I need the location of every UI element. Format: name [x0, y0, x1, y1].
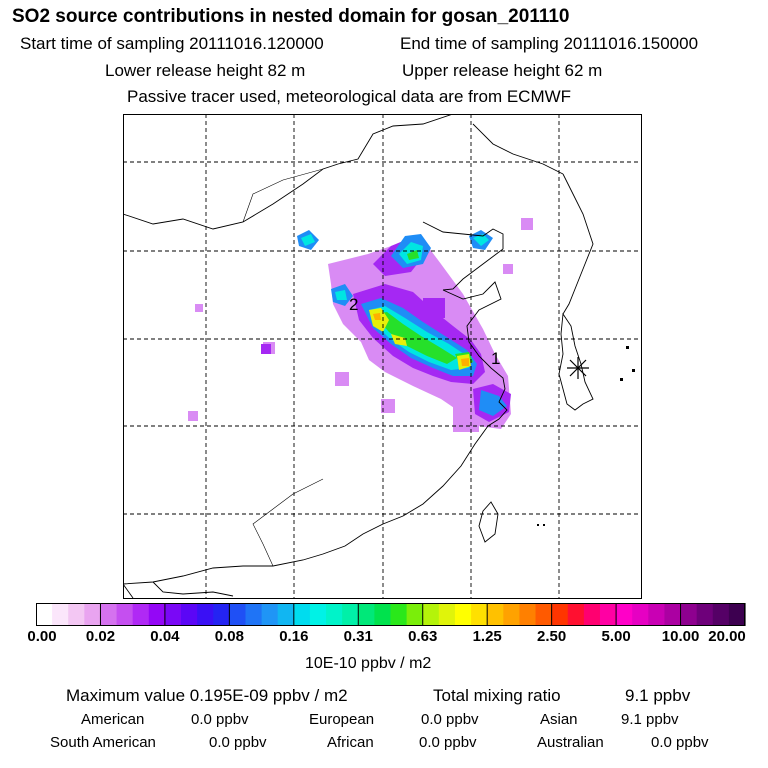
colorbar-swatch	[471, 603, 488, 626]
colorbar	[36, 603, 746, 626]
colorbar-frame	[36, 603, 745, 626]
colorbar-tick-label: 0.02	[85, 628, 116, 645]
colorbar-swatch	[197, 603, 214, 626]
colorbar-swatch	[535, 603, 553, 626]
chart-title: SO2 source contributions in nested domai…	[12, 6, 570, 27]
max-value-label: Maximum value 0.195E-09 ppbv / m2	[66, 686, 348, 705]
colorbar-tick-label: 0.16	[279, 628, 309, 645]
colorbar-swatch	[712, 603, 730, 626]
colorbar-swatch	[487, 603, 504, 626]
colorbar-swatch	[309, 603, 327, 626]
colorbar-swatch	[519, 603, 537, 626]
colorbar-swatch	[599, 603, 617, 626]
colorbar-swatch	[213, 603, 230, 626]
start-time-label: Start time of sampling 20111016.120000	[20, 34, 324, 53]
plume-layer-orange	[373, 313, 469, 366]
colorbar-tick-label: 10.00	[661, 628, 700, 645]
region-african-value: 0.0 ppbv	[419, 734, 477, 751]
colorbar-tick-label: 0.08	[214, 628, 244, 645]
colorbar-swatch	[36, 603, 53, 626]
colorbar-swatches	[36, 603, 746, 626]
region-south-american-name: South American	[50, 734, 156, 751]
colorbar-swatch	[100, 603, 118, 626]
colorbar-swatch	[454, 603, 472, 626]
colorbar-swatch	[326, 603, 343, 626]
colorbar-swatch	[358, 603, 375, 626]
colorbar-swatch	[261, 603, 279, 626]
colorbar-swatch	[342, 603, 359, 626]
colorbar-swatch	[680, 603, 698, 626]
total-mixing-label: Total mixing ratio	[433, 686, 561, 705]
colorbar-swatch	[132, 603, 150, 626]
colorbar-swatch	[728, 603, 746, 626]
colorbar-swatch	[503, 603, 521, 626]
marker-1-label: 1	[491, 349, 500, 368]
colorbar-swatch	[664, 603, 682, 626]
region-australian-value: 0.0 ppbv	[651, 734, 709, 751]
region-european-name: European	[309, 711, 375, 728]
colorbar-swatch	[422, 603, 440, 626]
region-american-value: 0.0 ppbv	[191, 711, 249, 728]
colorbar-tick-label: 2.50	[537, 628, 567, 645]
colorbar-swatch	[229, 603, 247, 626]
colorbar-swatch	[245, 603, 263, 626]
island-marks	[537, 346, 635, 526]
colorbar-swatch	[148, 603, 166, 626]
colorbar-swatch	[438, 603, 456, 626]
colorbar-swatch	[68, 603, 85, 626]
coastlines	[123, 114, 594, 599]
colorbar-tick-label: 1.25	[472, 628, 502, 645]
colorbar-swatch	[181, 603, 198, 626]
colorbar-swatch	[616, 603, 633, 626]
region-australian-name: Australian	[537, 734, 604, 751]
colorbar-swatch	[374, 603, 392, 626]
colorbar-swatch	[164, 603, 182, 626]
grid	[123, 114, 642, 599]
end-time-label: End time of sampling 20111016.150000	[400, 34, 699, 53]
colorbar-swatch	[293, 603, 311, 626]
colorbar-swatch	[390, 603, 408, 626]
colorbar-swatch	[406, 603, 424, 626]
colorbar-tick-label: 20.00	[708, 628, 746, 645]
region-american-name: American	[81, 711, 145, 728]
colorbar-tick-label: 0.04	[150, 628, 180, 645]
colorbar-swatch	[277, 603, 295, 626]
marker-2-label: 2	[349, 295, 358, 314]
region-asian-name: Asian	[540, 711, 578, 728]
upper-release-label: Upper release height 62 m	[402, 61, 603, 80]
colorbar-swatch	[632, 603, 649, 626]
colorbar-ticks	[36, 603, 746, 626]
colorbar-tick-label: 0.63	[408, 628, 438, 645]
colorbar-swatch	[567, 603, 585, 626]
receptor-star-icon	[567, 357, 589, 379]
colorbar-tick-label: 0.31	[343, 628, 373, 645]
colorbar-tick-label: 5.00	[601, 628, 631, 645]
map-plot: 1 2	[123, 114, 642, 599]
total-mixing-value: 9.1 ppbv	[625, 686, 691, 705]
region-african-name: African	[327, 734, 374, 751]
colorbar-tick-label: 0.00	[27, 628, 57, 645]
inland-borders	[242, 168, 324, 567]
colorbar-swatch	[583, 603, 601, 626]
concentration-field	[188, 218, 533, 432]
colorbar-tick-labels: 0.00 0.02 0.04 0.08 0.16 0.31 0.63 1.25 2.50 5.00…	[0, 628, 768, 650]
lower-release-label: Lower release height 82 m	[105, 61, 306, 80]
colorbar-swatch	[116, 603, 134, 626]
region-asian-value: 9.1 ppbv	[621, 711, 679, 728]
colorbar-swatch	[52, 603, 69, 626]
colorbar-swatch	[551, 603, 569, 626]
colorbar-swatch	[84, 603, 102, 626]
region-european-value: 0.0 ppbv	[421, 711, 479, 728]
colorbar-unit: 10E-10 ppbv / m2	[305, 655, 432, 672]
tracer-note: Passive tracer used, meteorological data…	[127, 87, 572, 106]
region-south-american-value: 0.0 ppbv	[209, 734, 267, 751]
colorbar-swatch	[648, 603, 666, 626]
colorbar-swatch	[696, 603, 714, 626]
